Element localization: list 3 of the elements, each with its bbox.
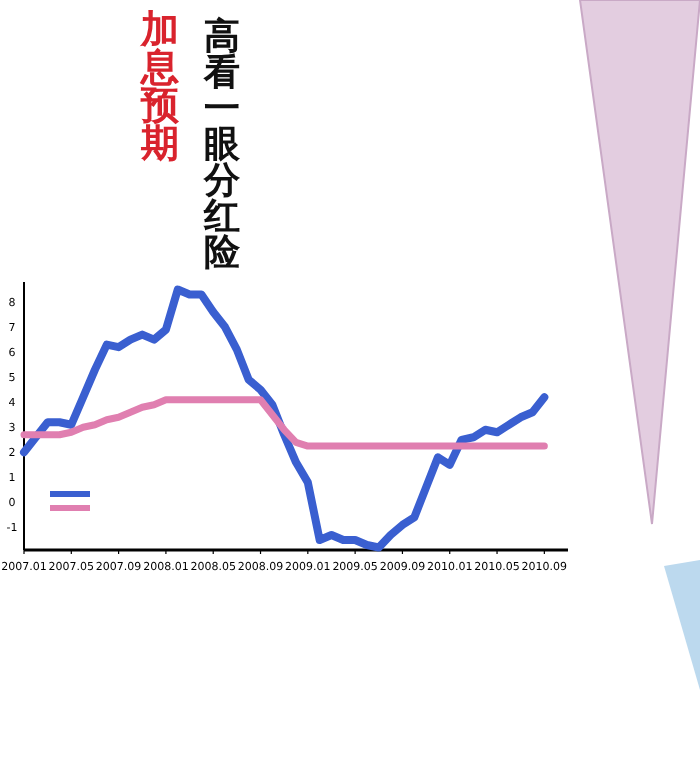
line-series [20,396,548,450]
chart-subtitle: 加息预期 [139,8,181,166]
chart-title: 高看一眼分红险 [202,16,242,274]
